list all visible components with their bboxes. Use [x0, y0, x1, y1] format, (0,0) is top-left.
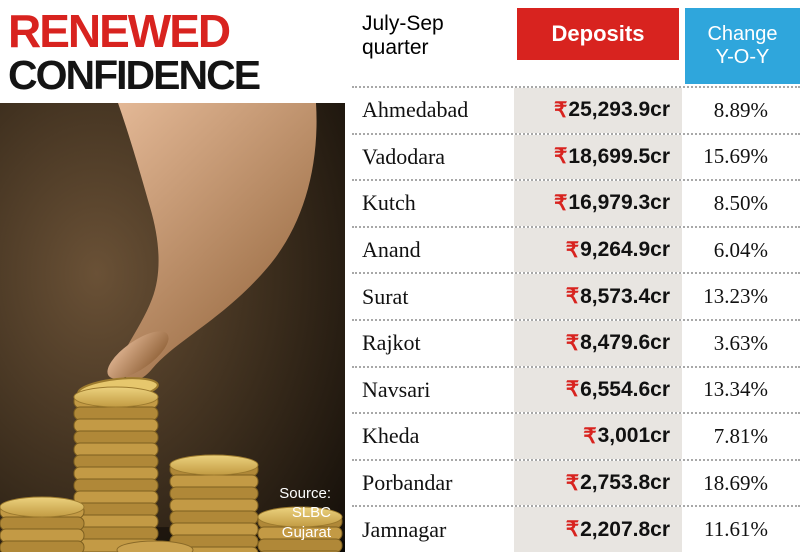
change-cell: 6.04% [713, 237, 768, 262]
rupee-symbol: ₹ [565, 471, 580, 495]
table-row: Porbandar ₹2,753.8cr 18.69% [352, 458, 800, 506]
coin-stack [169, 454, 259, 552]
table-row: Kheda ₹3,001cr 7.81% [352, 412, 800, 459]
table-row: Vadodara ₹18,699.5cr 15.69% [352, 132, 800, 180]
deposit-amount: 2,207.8cr [580, 517, 670, 541]
deposits-table: July-Sep quarter Deposits Change Y-O-Y A… [352, 0, 800, 552]
change-cell: 13.23% [703, 284, 768, 309]
district-cell: Surat [362, 283, 409, 309]
coins-photo: Source: SLBC Gujarat [0, 103, 345, 552]
table-body: Ahmedabad ₹25,293.9cr 8.89% Vadodara ₹18,699… [352, 86, 800, 552]
deposit-amount: 2,753.8cr [580, 471, 670, 495]
district-cell: Ahmedabad [362, 97, 469, 123]
table-header: July-Sep quarter Deposits Change Y-O-Y [352, 0, 800, 86]
deposit-cell: ₹8,573.4cr [514, 274, 682, 319]
header-deposits-wrap: Deposits [514, 0, 682, 86]
deposit-amount: 6,554.6cr [580, 377, 670, 401]
source-label: Source: SLBC Gujarat [279, 484, 331, 541]
rupee-symbol: ₹ [565, 331, 580, 355]
change-cell: 8.50% [713, 190, 768, 215]
deposit-amount: 3,001cr [597, 424, 670, 448]
coin-stack [0, 496, 85, 552]
rupee-symbol: ₹ [565, 238, 580, 262]
coins-photo-illustration [0, 103, 345, 552]
deposit-amount: 9,264.9cr [580, 238, 670, 262]
district-cell: Vadodara [362, 143, 446, 169]
district-cell: Kheda [362, 423, 420, 449]
deposit-cell: ₹25,293.9cr [514, 88, 682, 133]
header-deposits: Deposits [517, 8, 679, 60]
rupee-symbol: ₹ [565, 285, 580, 309]
deposit-amount: 25,293.9cr [568, 98, 670, 122]
change-cell: 15.69% [703, 144, 768, 169]
left-panel: RENEWED CONFIDENCE [0, 0, 352, 552]
table-row: Jamnagar ₹2,207.8cr 11.61% [352, 505, 800, 552]
rupee-symbol: ₹ [583, 424, 597, 448]
deposit-cell: ₹6,554.6cr [514, 367, 682, 413]
change-cell: 3.63% [713, 330, 768, 355]
district-cell: Jamnagar [362, 516, 447, 542]
district-cell: Porbandar [362, 470, 453, 496]
header-change-wrap: Change Y-O-Y [682, 0, 800, 86]
deposit-cell: ₹3,001cr [514, 414, 682, 459]
deposit-cell: ₹9,264.9cr [514, 227, 682, 273]
title-line-1: RENEWED [8, 5, 231, 57]
deposit-amount: 8,479.6cr [580, 331, 670, 355]
deposit-cell: ₹2,753.8cr [514, 460, 682, 506]
coin-stack [257, 506, 343, 552]
table-row: Anand ₹9,264.9cr 6.04% [352, 225, 800, 273]
change-cell: 18.69% [703, 470, 768, 495]
district-cell: Anand [362, 237, 421, 263]
table-row: Ahmedabad ₹25,293.9cr 8.89% [352, 86, 800, 133]
change-cell: 13.34% [703, 377, 768, 402]
change-cell: 11.61% [704, 517, 768, 542]
rupee-symbol: ₹ [565, 378, 580, 402]
title-block: RENEWED CONFIDENCE [0, 0, 352, 103]
deposit-cell: ₹18,699.5cr [514, 134, 682, 180]
table-row: Navsari ₹6,554.6cr 13.34% [352, 365, 800, 413]
change-cell: 7.81% [713, 423, 768, 448]
rupee-symbol: ₹ [554, 145, 568, 169]
table-row: Kutch ₹16,979.3cr 8.50% [352, 179, 800, 226]
header-change: Change Y-O-Y [685, 8, 800, 84]
rupee-symbol: ₹ [565, 518, 580, 542]
deposit-cell: ₹8,479.6cr [514, 320, 682, 366]
deposit-amount: 8,573.4cr [580, 284, 670, 308]
deposit-cell: ₹16,979.3cr [514, 181, 682, 226]
coin-stack [73, 386, 159, 552]
deposit-amount: 18,699.5cr [568, 144, 670, 168]
deposit-cell: ₹2,207.8cr [514, 507, 682, 552]
rupee-symbol: ₹ [554, 191, 568, 215]
district-cell: Kutch [362, 190, 416, 216]
header-period: July-Sep quarter [362, 12, 444, 60]
district-cell: Rajkot [362, 330, 421, 356]
title-line-2: CONFIDENCE [8, 52, 261, 98]
table-row: Rajkot ₹8,479.6cr 3.63% [352, 318, 800, 366]
change-cell: 8.89% [713, 97, 768, 122]
district-cell: Navsari [362, 376, 431, 402]
deposit-amount: 16,979.3cr [568, 191, 670, 215]
table-row: Surat ₹8,573.4cr 13.23% [352, 272, 800, 319]
hand-illustration [118, 103, 317, 381]
rupee-symbol: ₹ [554, 98, 568, 122]
